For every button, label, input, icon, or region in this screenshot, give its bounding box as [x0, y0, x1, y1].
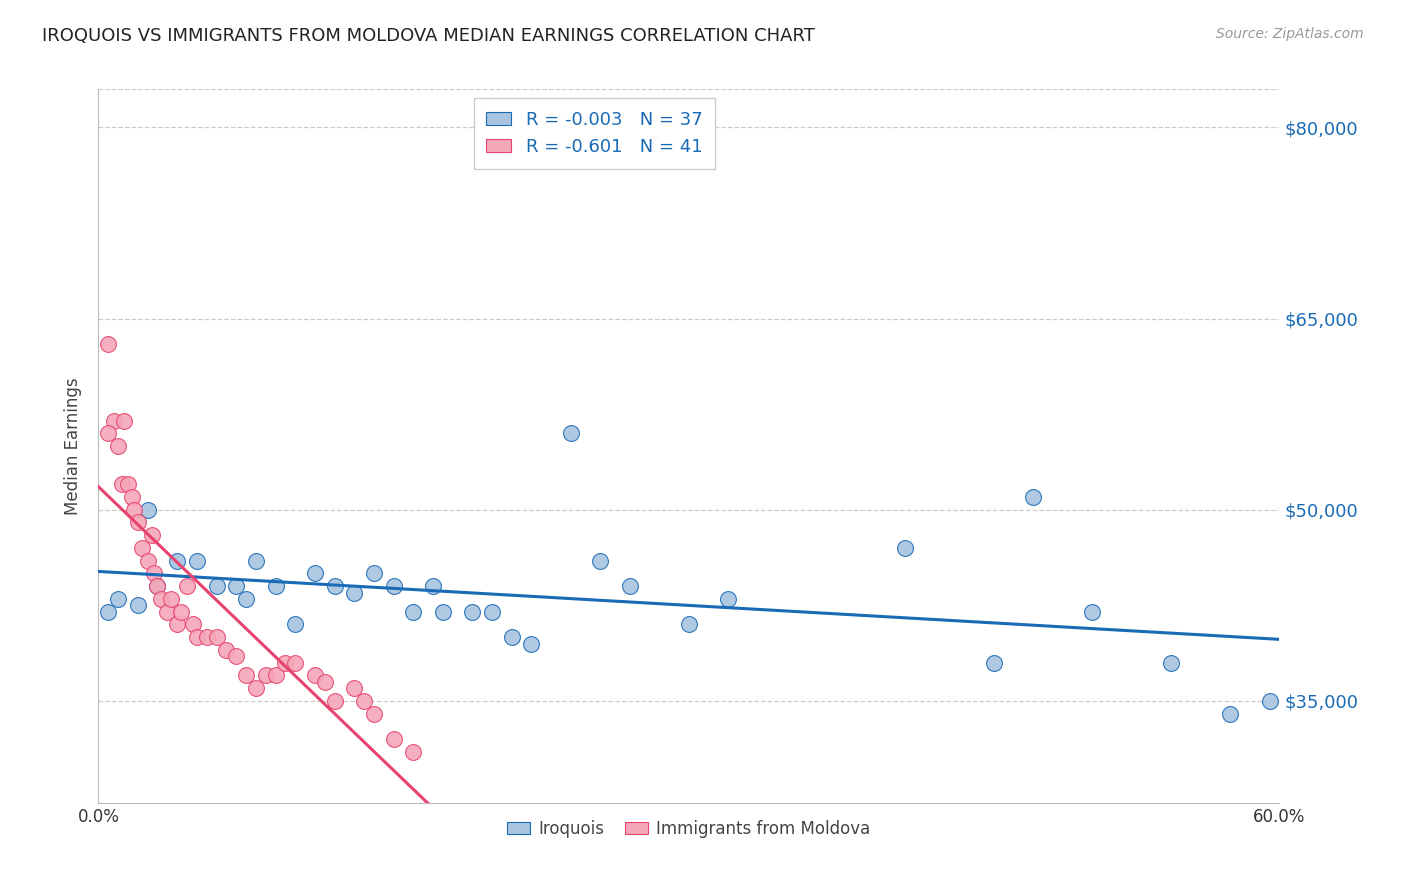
Point — [107, 439, 129, 453]
Point — [363, 566, 385, 581]
Point — [127, 516, 149, 530]
Point — [186, 554, 208, 568]
Point — [112, 413, 135, 427]
Point — [141, 528, 163, 542]
Point — [97, 337, 120, 351]
Point — [1081, 605, 1104, 619]
Point — [1022, 490, 1045, 504]
Point — [142, 566, 165, 581]
Point — [117, 477, 139, 491]
Text: IROQUOIS VS IMMIGRANTS FROM MOLDOVA MEDIAN EARNINGS CORRELATION CHART: IROQUOIS VS IMMIGRANTS FROM MOLDOVA MEDI… — [42, 27, 815, 45]
Point — [274, 656, 297, 670]
Point — [127, 599, 149, 613]
Point — [402, 605, 425, 619]
Point — [170, 605, 193, 619]
Point — [678, 617, 700, 632]
Legend: Iroquois, Immigrants from Moldova: Iroquois, Immigrants from Moldova — [501, 814, 877, 845]
Point — [225, 649, 247, 664]
Point — [304, 566, 326, 581]
Point — [103, 413, 125, 427]
Point — [343, 681, 366, 695]
Point — [136, 502, 159, 516]
Point — [107, 591, 129, 606]
Point — [166, 617, 188, 632]
Point — [1160, 656, 1182, 670]
Point — [284, 656, 307, 670]
Point — [254, 668, 277, 682]
Point — [97, 426, 120, 441]
Point — [402, 745, 425, 759]
Point — [501, 630, 523, 644]
Point — [205, 630, 228, 644]
Point — [382, 579, 405, 593]
Point — [314, 674, 336, 689]
Point — [186, 630, 208, 644]
Point — [131, 541, 153, 555]
Point — [181, 617, 204, 632]
Point — [323, 694, 346, 708]
Point — [146, 579, 169, 593]
Point — [235, 591, 257, 606]
Point — [382, 732, 405, 747]
Point — [461, 605, 484, 619]
Text: Source: ZipAtlas.com: Source: ZipAtlas.com — [1216, 27, 1364, 41]
Point — [136, 554, 159, 568]
Point — [111, 477, 134, 491]
Point — [304, 668, 326, 682]
Point — [166, 554, 188, 568]
Point — [323, 579, 346, 593]
Point — [146, 579, 169, 593]
Point — [589, 554, 612, 568]
Point — [481, 605, 503, 619]
Point — [97, 605, 120, 619]
Point — [176, 579, 198, 593]
Point — [284, 617, 307, 632]
Point — [245, 554, 267, 568]
Point — [619, 579, 641, 593]
Point — [520, 636, 543, 650]
Point — [225, 579, 247, 593]
Point — [353, 694, 375, 708]
Point — [717, 591, 740, 606]
Point — [215, 643, 238, 657]
Point — [156, 605, 179, 619]
Point — [121, 490, 143, 504]
Point — [560, 426, 582, 441]
Point — [150, 591, 173, 606]
Point — [363, 706, 385, 721]
Point — [264, 579, 287, 593]
Y-axis label: Median Earnings: Median Earnings — [65, 377, 83, 515]
Point — [235, 668, 257, 682]
Point — [245, 681, 267, 695]
Point — [1258, 694, 1281, 708]
Point — [343, 585, 366, 599]
Point — [122, 502, 145, 516]
Point — [894, 541, 917, 555]
Point — [160, 591, 183, 606]
Point — [422, 579, 444, 593]
Point — [264, 668, 287, 682]
Point — [1219, 706, 1241, 721]
Point — [205, 579, 228, 593]
Point — [195, 630, 218, 644]
Point — [983, 656, 1005, 670]
Point — [432, 605, 454, 619]
